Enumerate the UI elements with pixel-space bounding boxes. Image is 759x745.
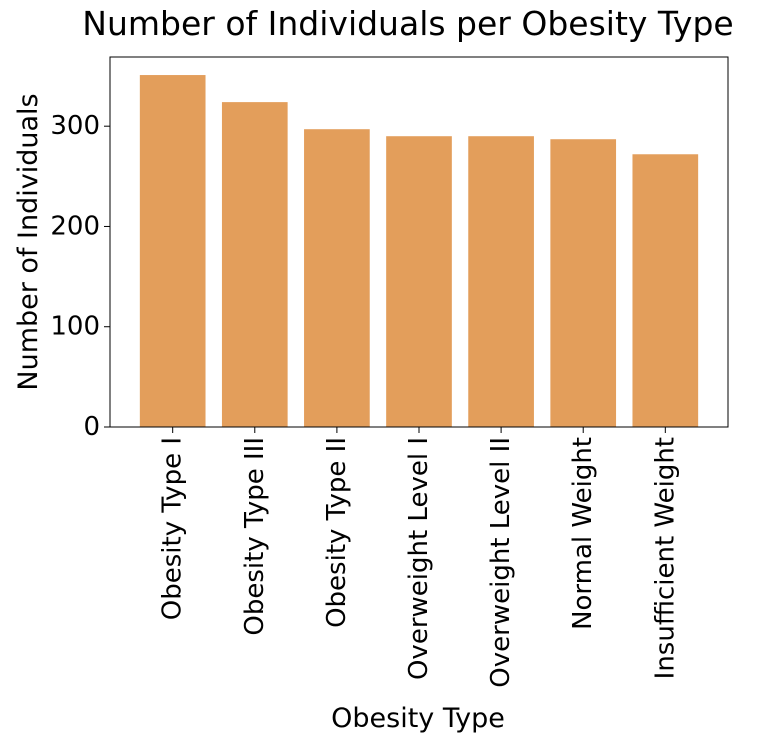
x-tick-label: Overweight Level I (404, 437, 434, 680)
y-tick-label: 300 (50, 111, 100, 141)
y-axis-label: Number of Individuals (13, 93, 44, 390)
x-axis: Obesity Type I Obesity Type III Obesity Ty… (158, 427, 680, 688)
x-tick-label: Obesity Type III (240, 437, 270, 636)
bar (632, 154, 699, 427)
bar (221, 102, 288, 428)
x-tick-label: Normal Weight (568, 437, 598, 630)
bar (386, 136, 452, 427)
y-tick-label: 200 (50, 211, 100, 241)
bar (304, 129, 370, 427)
y-axis: 0 100 200 300 (50, 111, 110, 442)
x-tick-label: Overweight Level II (486, 437, 516, 688)
bars-layer (139, 75, 699, 428)
y-tick-label: 100 (50, 312, 100, 342)
chart-title: Number of Individuals per Obesity Type (82, 4, 733, 43)
bar (468, 136, 534, 427)
x-tick-label: Obesity Type I (158, 437, 188, 620)
x-tick-label: Insufficient Weight (650, 437, 680, 679)
bar (139, 75, 206, 428)
bar (550, 139, 617, 427)
x-axis-label: Obesity Type (331, 703, 505, 734)
y-tick-label: 0 (83, 412, 100, 442)
x-tick-label: Obesity Type II (322, 437, 352, 628)
